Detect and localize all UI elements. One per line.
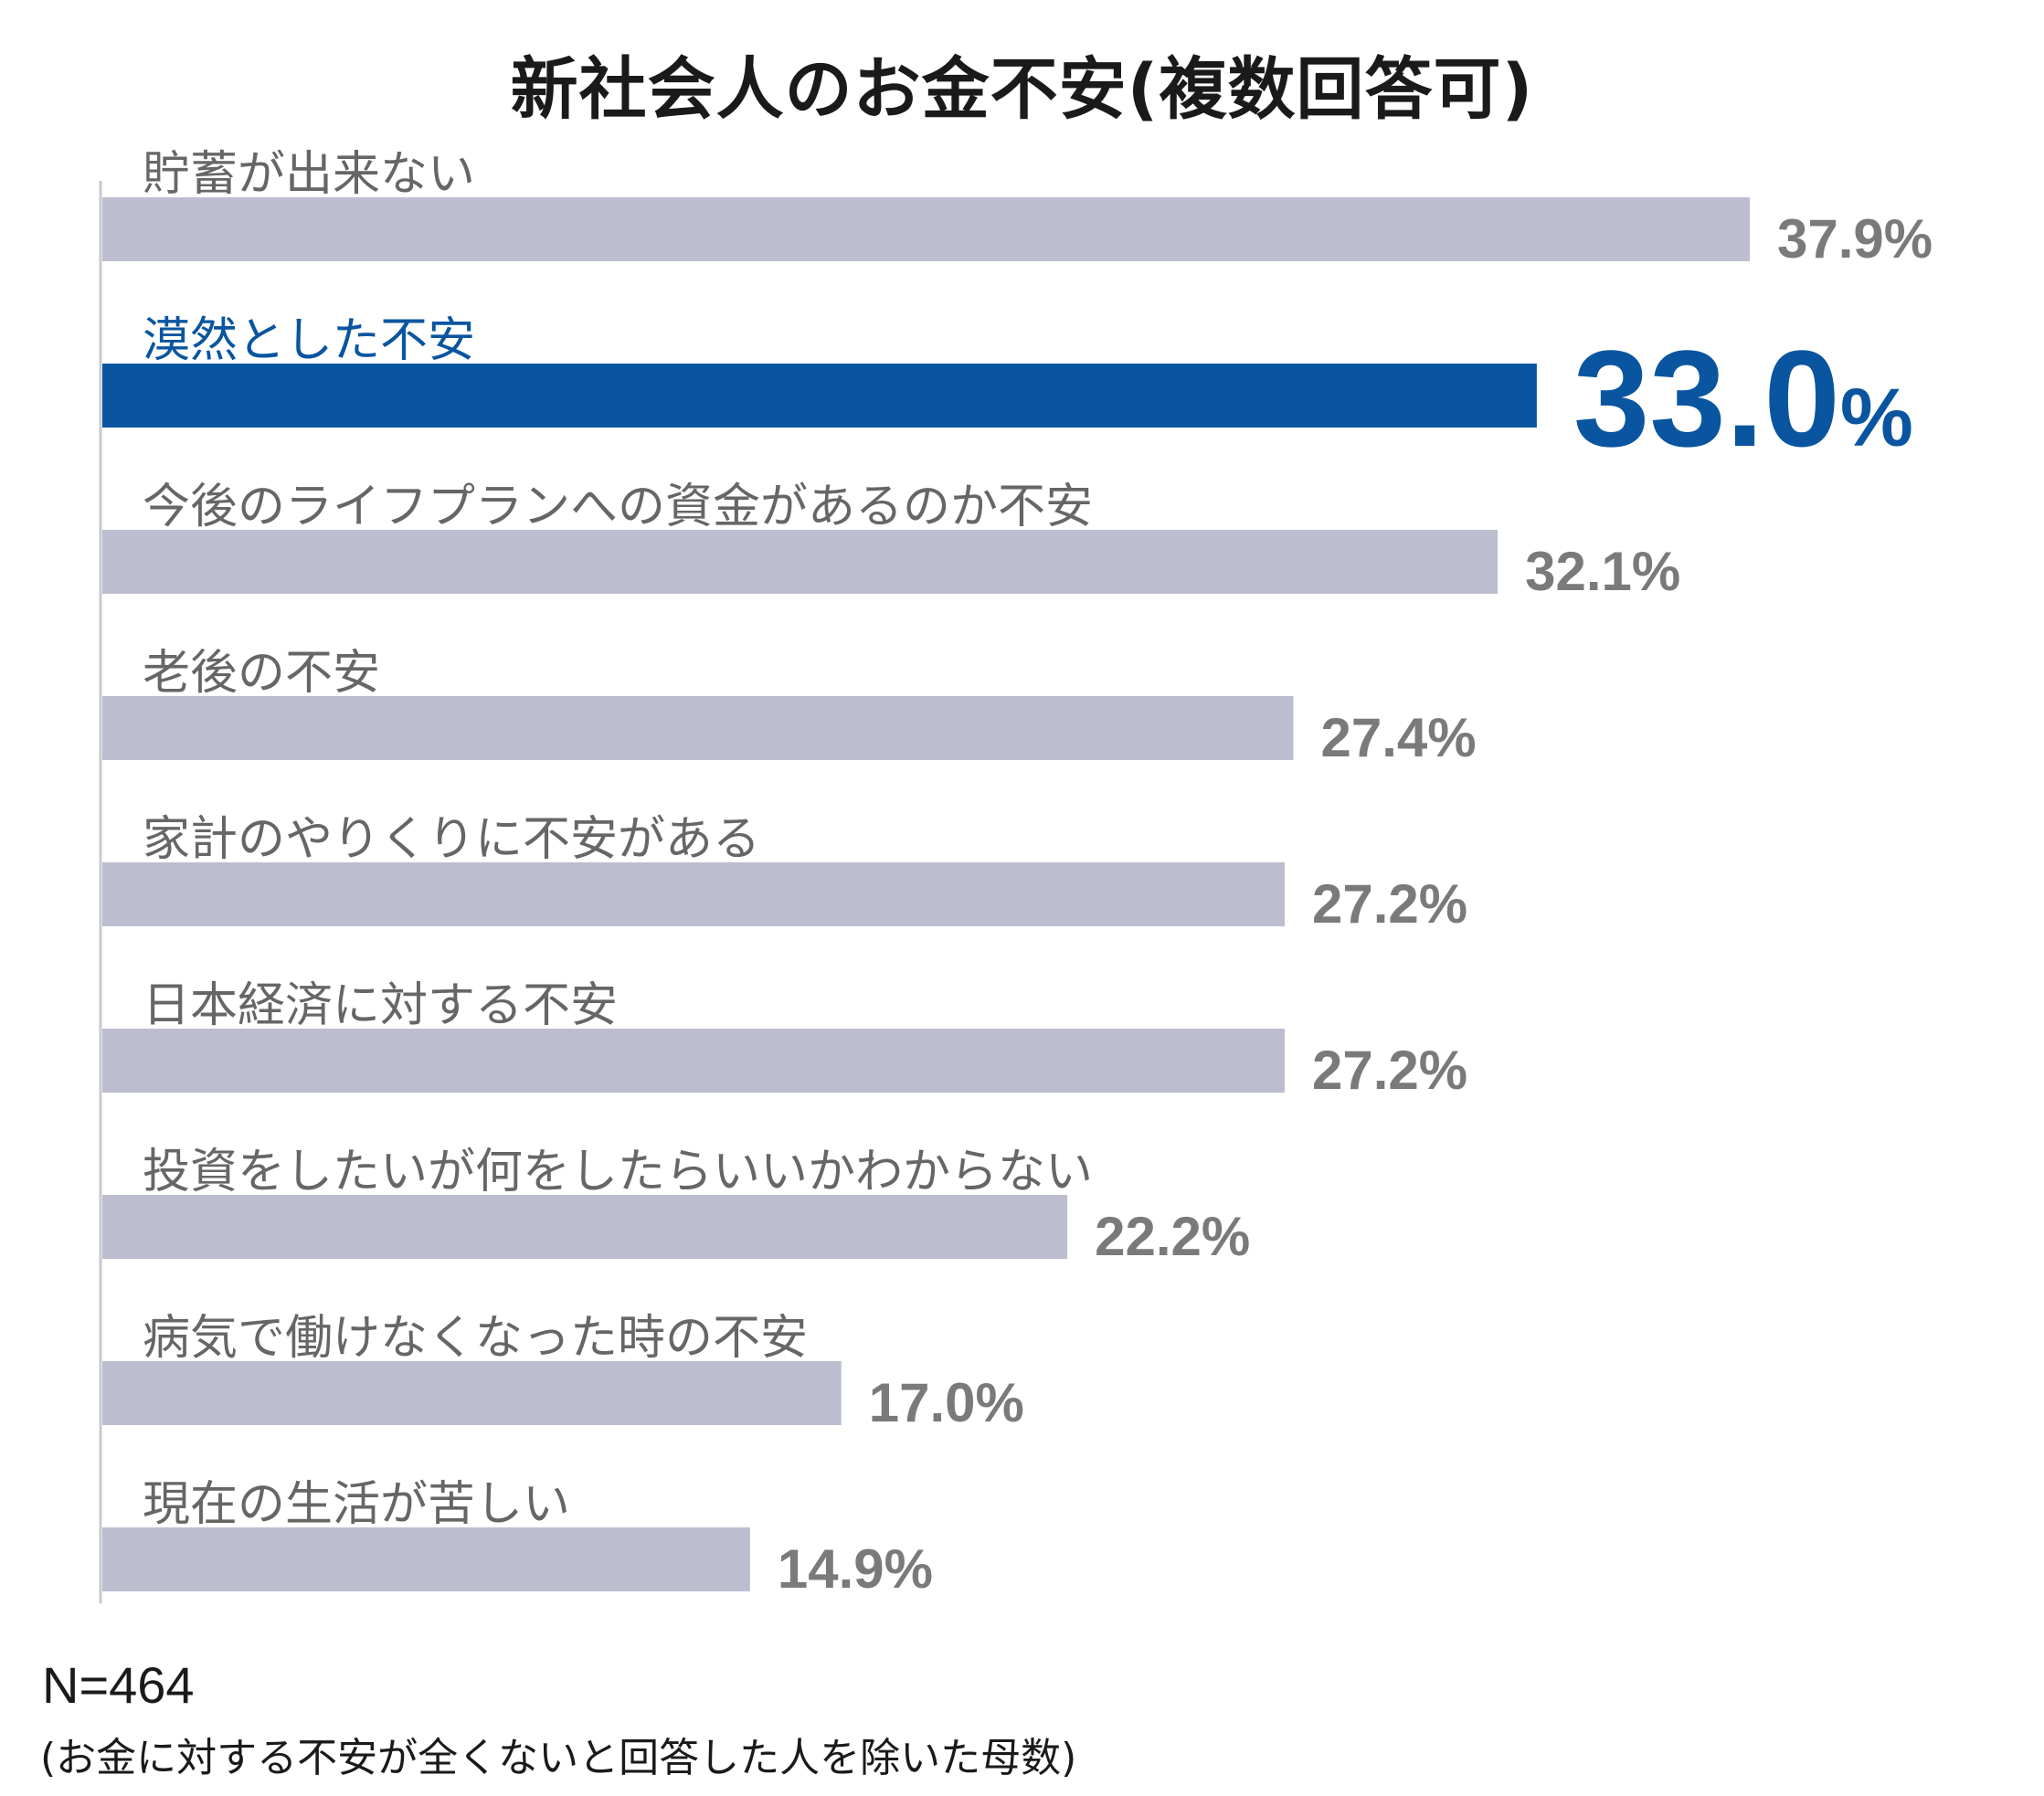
value-label: 14.9% bbox=[778, 1538, 933, 1600]
value-label: 37.9% bbox=[1777, 208, 1933, 269]
value-label-percent: % bbox=[1840, 373, 1913, 464]
value-label: 17.0% bbox=[869, 1372, 1024, 1433]
category-label: 家計のやりくりに不安がある bbox=[143, 812, 760, 867]
bar bbox=[102, 1029, 1285, 1093]
bar bbox=[102, 1527, 750, 1591]
category-label: 漠然とした不安 bbox=[143, 313, 475, 368]
bar bbox=[102, 696, 1294, 760]
value-label: 27.2% bbox=[1312, 1040, 1467, 1101]
value-label: 32.1% bbox=[1525, 541, 1680, 602]
bar bbox=[102, 530, 1499, 594]
value-label: 27.4% bbox=[1320, 707, 1476, 768]
category-label: 貯蓄が出来ない bbox=[143, 147, 475, 202]
sample-size-note: N=464 bbox=[42, 1656, 195, 1714]
bar bbox=[102, 197, 1750, 261]
bar bbox=[102, 1361, 842, 1425]
category-label: 病気で働けなくなった時の不安 bbox=[143, 1311, 808, 1366]
category-label: 老後の不安 bbox=[143, 646, 380, 701]
bar bbox=[102, 862, 1285, 926]
category-label: 投資をしたいが何をしたらいいかわからない bbox=[143, 1145, 1093, 1199]
bar-chart: 貯蓄が出来ない 37.9% 漠然とした不安 33.0% 今後のライフプランへの資金がある… bbox=[99, 147, 1933, 1603]
value-label: 22.2% bbox=[1095, 1206, 1250, 1267]
value-label: 27.2% bbox=[1312, 873, 1467, 935]
category-label: 現在の生活が苦しい bbox=[143, 1477, 570, 1532]
sample-definition-note: (お金に対する不安が全くないと回答した人を除いた母数) bbox=[40, 1735, 1077, 1781]
bars-group: 貯蓄が出来ない 37.9% 漠然とした不安 33.0% 今後のライフプランへの資金がある… bbox=[102, 147, 1933, 1600]
bar-highlight bbox=[102, 364, 1537, 428]
bar bbox=[102, 1195, 1068, 1259]
chart-title: 新社会人のお金不安(複数回答可) bbox=[510, 50, 1534, 129]
value-label: 33.0% bbox=[1573, 322, 1913, 475]
category-label: 今後のライフプランへの資金があるのか不安 bbox=[143, 480, 1093, 534]
category-label: 日本経済に対する不安 bbox=[143, 978, 618, 1033]
